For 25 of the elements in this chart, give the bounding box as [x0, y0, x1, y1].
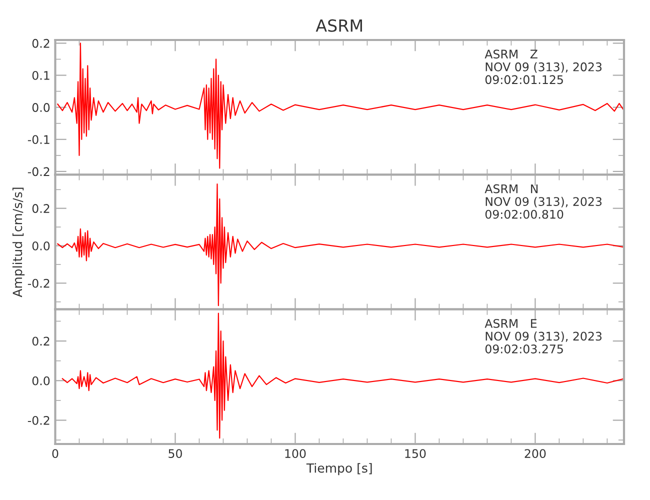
annotation: ASRM E NOV 09 (313), 2023 09:02:03.275: [484, 318, 602, 354]
y-tick-label: 0.2: [32, 336, 50, 346]
x-tick-label: 50: [168, 449, 182, 458]
x-tick-label: 100: [285, 449, 306, 458]
y-tick-label: -0.1: [28, 135, 50, 144]
y-tick-label: 0.2: [32, 204, 50, 213]
x-tick-label: 0: [52, 449, 58, 458]
x-tick-label: 150: [405, 449, 426, 458]
line-series: [57, 42, 624, 169]
y-axis-title: Amplitud [cm/s/s]: [12, 188, 25, 298]
y-tick-label: 0.0: [32, 241, 50, 250]
line-series: [57, 183, 624, 306]
x-tick-label: 200: [524, 449, 546, 458]
y-tick-label: -0.2: [28, 167, 50, 176]
y-tick-label: -0.2: [28, 416, 50, 425]
annotation: ASRM N NOV 09 (313), 2023 09:02:00.810: [484, 184, 602, 219]
y-tick-label: 0.2: [32, 38, 50, 48]
annotation: ASRM Z NOV 09 (313), 2023 09:02:01.125: [484, 50, 602, 84]
y-tick-label: -0.2: [28, 278, 50, 288]
y-tick-label: 0.1: [32, 70, 50, 80]
y-tick-label: 0.0: [32, 103, 50, 112]
x-axis-title: Tiempo [s]: [306, 463, 372, 476]
y-tick-label: 0.0: [32, 376, 50, 386]
line-series: [62, 312, 624, 439]
chart-title: ASRM: [316, 19, 362, 32]
